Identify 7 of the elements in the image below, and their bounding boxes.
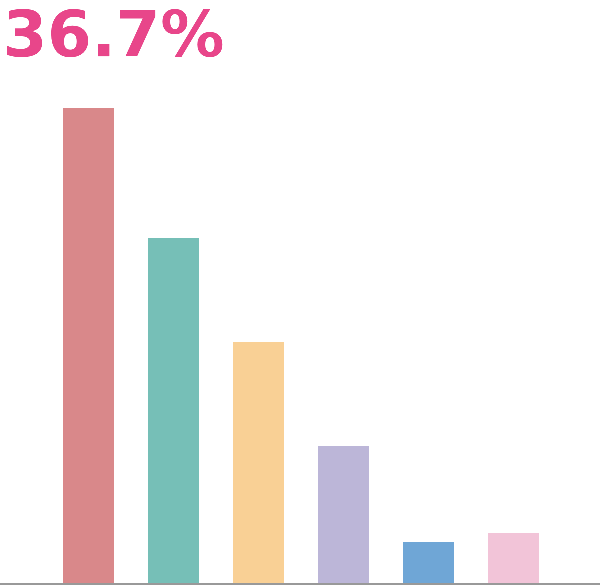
bar: [318, 446, 369, 584]
bar: [148, 238, 199, 584]
bar: [488, 533, 539, 584]
bar: [403, 542, 454, 584]
bar: [233, 342, 284, 584]
text: 36.7%: [7, 9, 223, 58]
bar: [63, 108, 114, 584]
